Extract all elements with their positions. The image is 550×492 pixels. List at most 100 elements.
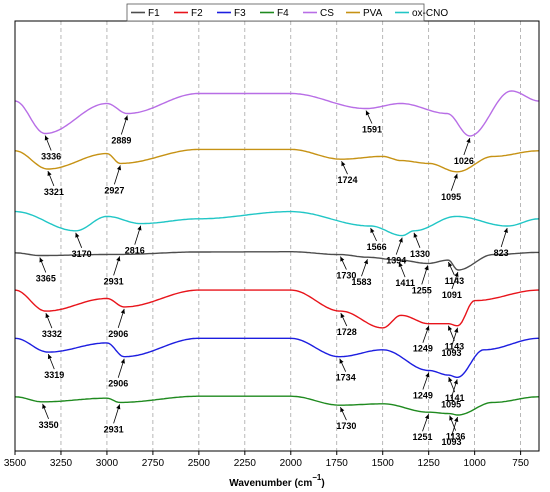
peak-arrow-head: [449, 415, 454, 421]
peak-label: 1734: [336, 373, 356, 383]
peak-arrow-head: [44, 135, 49, 141]
peak-label: 3332: [42, 329, 62, 339]
peak-arrow-head: [137, 225, 142, 231]
peak-label: 1730: [336, 271, 356, 281]
peak-arrow-head: [466, 138, 471, 143]
legend-label-f1: F1: [148, 8, 160, 19]
peak-label: 1249: [413, 391, 433, 401]
series-line-cs: [14, 90, 540, 137]
peak-label: 2931: [104, 424, 124, 434]
peak-arrow-head: [116, 165, 122, 171]
peak-label: 1249: [413, 344, 433, 354]
x-axis-title-text: Wavenumber (cm: [229, 478, 312, 489]
peak-label: 3321: [44, 187, 64, 197]
legend-label-cs: CS: [320, 8, 334, 19]
peak-arrow-head: [413, 232, 418, 238]
peak-annotations: 3336 2889 1591 1026 3321 2927 1724 1095 3170 2816…: [36, 110, 509, 447]
peak-label: 3170: [72, 249, 92, 259]
grid: [60, 21, 521, 451]
peak-arrow-head: [39, 257, 44, 263]
legend-box: [126, 3, 425, 22]
x-tick-label: 2750: [142, 458, 165, 469]
peak-arrow-head: [116, 404, 121, 410]
x-axis-ticks: 3500 3250 3000 2750 2500 2250 2000 1750 1500 1250…: [4, 451, 529, 469]
peak-label: 1143: [445, 342, 465, 352]
peak-label: 1411: [395, 278, 415, 288]
peak-label: 2927: [104, 185, 124, 195]
peak-label: 2906: [108, 379, 128, 389]
series-line-pva: [14, 148, 539, 173]
peak-label: 1026: [454, 156, 474, 166]
x-tick-label: 3000: [96, 458, 119, 469]
peak-label: 2889: [111, 136, 131, 146]
x-tick-label: 2000: [280, 458, 303, 469]
peak-arrow-head: [42, 403, 47, 409]
x-tick-label: 750: [512, 458, 529, 469]
legend-label-f4: F4: [277, 8, 289, 19]
peak-label: 3319: [44, 370, 64, 380]
peak-arrow-head: [424, 265, 429, 271]
peak-label: 1255: [412, 285, 432, 295]
plot-frame: [14, 20, 540, 452]
x-axis-title-close: ): [321, 478, 324, 489]
peak-arrow-head: [340, 313, 345, 319]
series-line-f2: [14, 289, 539, 329]
peak-label: 1730: [336, 421, 356, 431]
legend-label-ox-cno: ox-CNO: [412, 8, 448, 19]
series-line-f1: [14, 251, 539, 271]
peak-arrow-head: [448, 325, 453, 331]
peak-arrow-head: [45, 313, 50, 319]
peak-label: 2931: [104, 276, 124, 286]
peak-label: 1394: [386, 256, 406, 266]
peak-arrow-head: [123, 115, 129, 121]
x-tick-label: 1500: [372, 458, 395, 469]
x-tick-label: 3250: [50, 458, 73, 469]
series-line-f4: [14, 395, 539, 416]
series-lines: [14, 90, 540, 416]
peak-label: 1583: [351, 277, 371, 287]
peak-label: 1724: [338, 175, 358, 185]
x-tick-label: 1250: [418, 458, 441, 469]
peak-arrow-head: [454, 327, 459, 333]
peak-label: 1728: [337, 327, 357, 337]
peak-arrow-head: [454, 417, 459, 422]
peak-label: 1091: [442, 290, 462, 300]
peak-arrow-head: [340, 256, 345, 262]
legend-label-pva: PVA: [363, 8, 383, 19]
peak-arrow-head: [47, 171, 52, 176]
peak-arrow-head: [453, 173, 458, 179]
peak-arrow-head: [503, 228, 508, 233]
peak-arrow-head: [365, 110, 370, 116]
legend-label-f2: F2: [191, 8, 203, 19]
peak-arrow-head: [116, 256, 121, 262]
peak-arrow-head: [75, 232, 80, 238]
peak-arrow-head: [340, 407, 345, 413]
x-axis-title: Wavenumber (cm−1): [229, 473, 324, 489]
peak-label: 1330: [410, 249, 430, 259]
peak-arrow-head: [398, 237, 403, 243]
x-tick-label: 2250: [234, 458, 257, 469]
peak-arrow-head: [47, 354, 52, 360]
x-axis-title-superscript: −1: [312, 473, 322, 482]
peak-label: 3365: [36, 273, 56, 283]
peak-arrow-head: [454, 272, 459, 277]
peak-label: 1093: [442, 437, 462, 447]
peak-arrow-head: [120, 308, 125, 314]
legend: F1 F2 F3 F4 CS PVA ox-CNO: [126, 3, 448, 22]
peak-label: 1591: [362, 125, 382, 135]
peak-arrow-head: [120, 358, 125, 364]
peak-arrow-head: [448, 262, 453, 268]
peak-arrow-head: [453, 379, 458, 385]
peak-arrow-head: [370, 228, 375, 233]
peak-arrow-head: [341, 161, 346, 167]
peak-label: 1141: [445, 393, 465, 403]
peak-arrow-head: [425, 325, 430, 331]
peak-label: 2906: [108, 329, 128, 339]
peak-arrow-head: [448, 377, 453, 383]
peak-arrow-head: [425, 372, 430, 378]
legend-label-f3: F3: [234, 8, 246, 19]
x-tick-label: 3500: [4, 458, 27, 469]
peak-arrow-head: [363, 259, 369, 265]
